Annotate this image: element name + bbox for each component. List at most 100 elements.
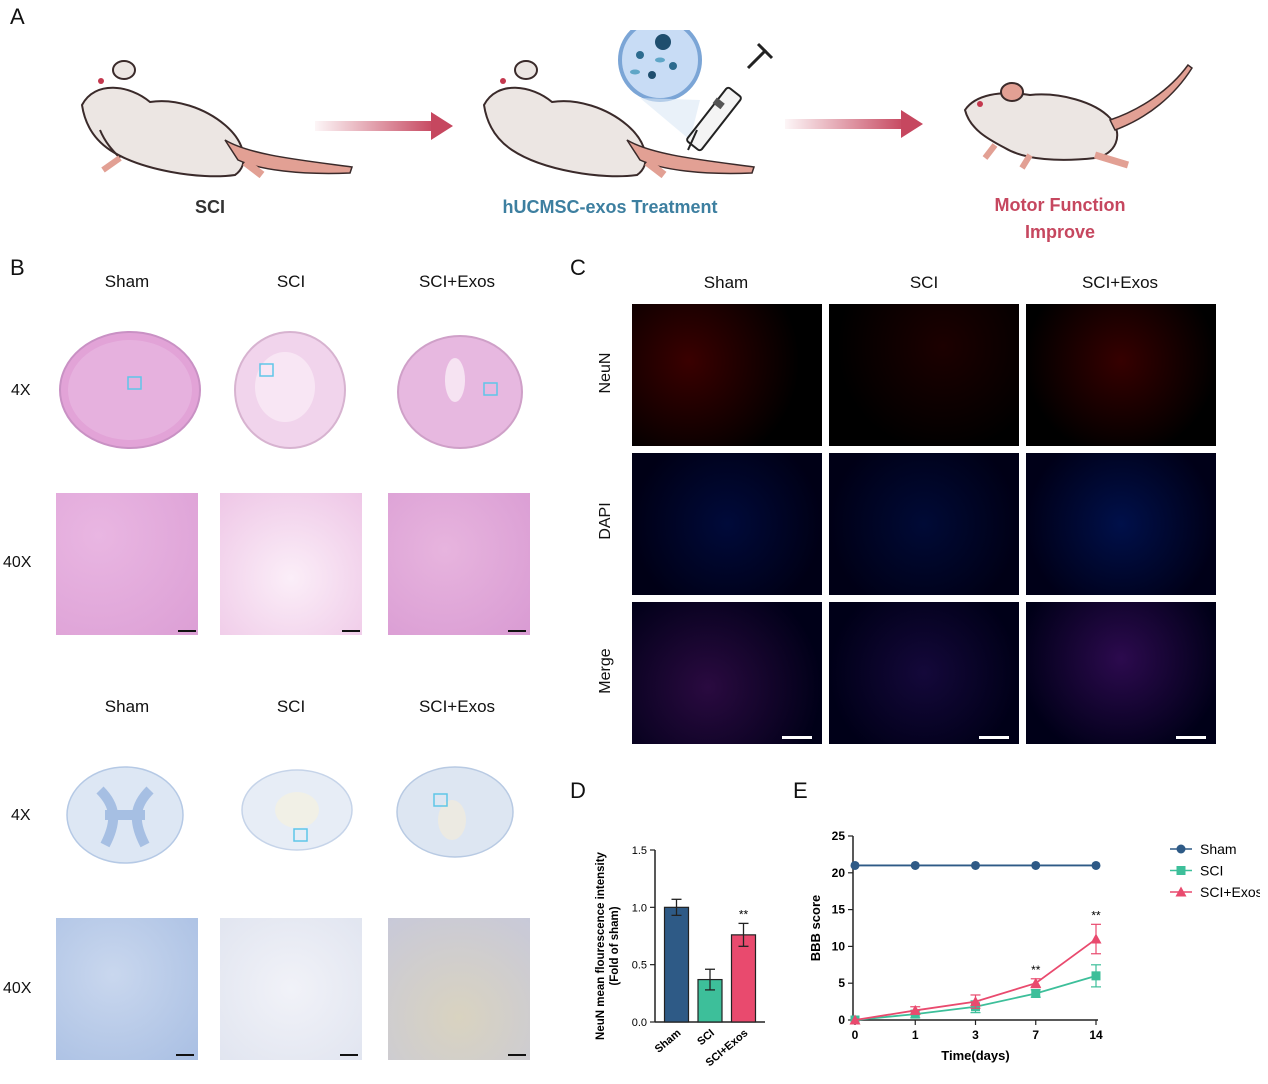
y-tick-label: 25 (832, 829, 846, 843)
data-point (910, 860, 920, 870)
y-axis-label: BBB score (808, 895, 823, 961)
stage-motor-line2: Improve (1024, 222, 1096, 242)
stage-motor-function-label: Motor Function Improve (960, 195, 1160, 243)
y-tick-label: 15 (832, 903, 846, 917)
y-tick-label: 5 (838, 976, 845, 990)
data-point (1091, 971, 1101, 981)
injured-rat-illustration (80, 60, 353, 179)
if-neun-sham-image (632, 304, 822, 446)
x-tick-label: 1 (912, 1028, 919, 1042)
data-point (970, 996, 981, 1007)
scale-bar (1176, 736, 1206, 739)
if-neun-sci-exos-image (1026, 304, 1216, 446)
if-merge-sci-image (829, 602, 1019, 744)
y-tick-label: 1.5 (632, 845, 647, 857)
scale-bar (178, 630, 196, 632)
y-tick-label: 0.0 (632, 1017, 647, 1029)
if-merge-sham-image (632, 602, 822, 744)
y-tick-label: 10 (832, 939, 846, 953)
panel-letter-d: D (570, 778, 586, 803)
stage-sci-label: SCI (194, 197, 225, 217)
category-label: Sham (653, 1027, 684, 1056)
he-col-sci: SCI (276, 272, 306, 291)
he-sci-exos-40x-image (388, 493, 530, 635)
y-tick-label: 0 (838, 1013, 845, 1027)
if-dapi-sci-image (829, 453, 1019, 595)
bar (730, 934, 757, 1023)
scale-bar (508, 630, 526, 632)
nissl-sci-4x-image (241, 769, 353, 851)
recovered-rat-illustration (963, 63, 1194, 170)
panel-letter-c: C (570, 255, 586, 280)
y-tick-label: 20 (832, 866, 846, 880)
bar (663, 906, 690, 1023)
legend-label: SCI (1200, 863, 1223, 879)
data-point (1090, 933, 1102, 944)
category-label: SCI (695, 1027, 717, 1048)
he-sham-40x-image (56, 493, 198, 635)
he-sci-40x-image (220, 493, 362, 635)
data-point (849, 1014, 861, 1025)
stage-motor-line1: Motor Function (994, 195, 1126, 215)
data-point (1091, 860, 1101, 870)
if-col-sci: SCI (909, 273, 939, 292)
legend-label: Sham (1200, 841, 1237, 857)
if-row-neun: NeuN (597, 352, 614, 394)
he-sham-4x-image (59, 331, 201, 449)
scale-bar (979, 736, 1009, 739)
if-dapi-sham-image (632, 453, 822, 595)
nissl-col-sham: Sham (104, 697, 150, 716)
if-col-sham: Sham (703, 273, 749, 292)
panel-letter-b: B (10, 255, 25, 280)
data-point (1176, 866, 1186, 875)
data-point (1176, 844, 1186, 854)
y-tick-label: 1.0 (632, 902, 647, 914)
scale-bar (176, 1054, 194, 1056)
nissl-sci-40x-image (220, 918, 362, 1060)
if-col-sci-exos: SCI+Exos (1081, 273, 1159, 292)
nissl-row-4x: 4X (11, 807, 31, 824)
he-sci-exos-4x-image (397, 335, 523, 449)
nissl-col-sci: SCI (276, 697, 306, 716)
he-col-sham: Sham (104, 272, 150, 291)
panel-letter-a: A (10, 4, 25, 29)
bbb-score-line-chart: 0 5 10 15 20 25 0 1 3 7 14 Time(days) BBB score ** ** S… (808, 829, 1260, 1063)
he-row-4x: 4X (11, 382, 31, 399)
significance-label: ** (1031, 963, 1041, 977)
nissl-sham-40x-image (56, 918, 198, 1060)
syringe-icon (686, 42, 774, 152)
y-tick-label: 0.5 (632, 960, 647, 972)
data-point (1031, 989, 1041, 999)
nissl-sci-exos-4x-image (396, 766, 514, 858)
stage-treatment-label: hUCMSC-exos Treatment (502, 197, 718, 217)
data-point (850, 860, 860, 870)
nissl-sci-exos-40x-image (388, 918, 530, 1060)
data-point (1031, 860, 1041, 870)
nissl-col-sci-exos: SCI+Exos (418, 697, 496, 716)
schematic-illustration (80, 30, 1194, 179)
if-row-dapi: DAPI (597, 502, 614, 540)
nissl-sham-4x-image (66, 766, 184, 864)
he-row-40x: 40X (3, 554, 32, 571)
data-point (909, 1004, 921, 1015)
scale-bar (340, 1054, 358, 1056)
panel-letter-e: E (793, 778, 808, 803)
arrow-icon (785, 110, 923, 138)
if-dapi-sci-exos-image (1026, 453, 1216, 595)
scale-bar (508, 1054, 526, 1056)
legend-label: SCI+Exos (1200, 884, 1260, 900)
he-col-sci-exos: SCI+Exos (418, 272, 496, 291)
data-point (1175, 886, 1187, 897)
significance-label: ** (739, 907, 749, 921)
x-tick-label: 3 (972, 1028, 979, 1042)
x-tick-label: 0 (852, 1028, 859, 1042)
arrow-icon (315, 112, 453, 140)
data-point (1030, 977, 1042, 988)
scale-bar (782, 736, 812, 739)
y-axis-label-line2: (Fold of sham) (609, 906, 621, 985)
he-sci-4x-image (234, 331, 346, 449)
treated-rat-illustration (482, 60, 755, 179)
significance-label: ** (1091, 908, 1101, 922)
if-merge-sci-exos-image (1026, 602, 1216, 744)
